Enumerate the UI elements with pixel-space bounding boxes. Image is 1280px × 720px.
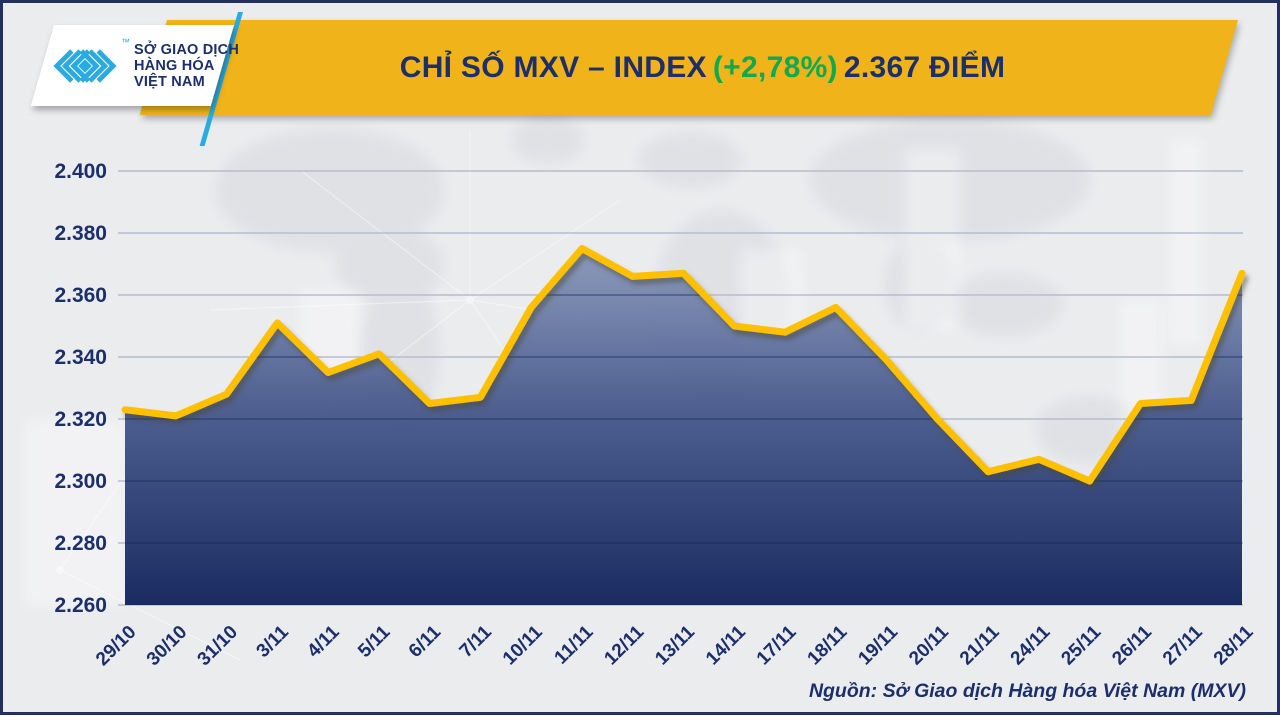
x-axis-label: 17/11 bbox=[753, 621, 801, 669]
logo-org-line: VIỆT NAM bbox=[134, 73, 205, 90]
logo-org-name: SỞ GIAO DỊCH HÀNG HÓA VIỆT NAM bbox=[134, 42, 239, 90]
x-axis-label: 26/11 bbox=[1108, 621, 1156, 669]
x-axis-label: 31/10 bbox=[194, 622, 242, 670]
y-axis-label: 2.400 bbox=[54, 160, 107, 183]
x-axis-label: 30/10 bbox=[143, 622, 191, 670]
x-axis-label: 6/11 bbox=[405, 621, 446, 662]
y-axis-label: 2.320 bbox=[54, 408, 107, 431]
y-axis-label: 2.260 bbox=[54, 594, 107, 617]
logo-org-line: SỞ GIAO DỊCH bbox=[134, 41, 239, 58]
index-area-fill bbox=[125, 248, 1242, 605]
x-axis-label: 7/11 bbox=[456, 621, 497, 662]
title-change-percent: (+2,78%) bbox=[712, 50, 838, 84]
source-credit: Nguồn: Sở Giao dịch Hàng hóa Việt Nam (M… bbox=[808, 680, 1246, 702]
index-line bbox=[121, 245, 1246, 485]
trademark-symbol: ™ bbox=[121, 37, 130, 47]
title-banner-inner: CHỈ SỐ MXV – INDEX (+2,78%) 2.367 ĐIỂM bbox=[167, 20, 1238, 115]
logo-org-line: HÀNG HÓA bbox=[134, 57, 215, 74]
y-axis-label: 2.300 bbox=[54, 470, 107, 493]
y-axis-label: 2.280 bbox=[54, 532, 107, 555]
x-axis-label: 19/11 bbox=[854, 621, 902, 669]
x-axis-label: 14/11 bbox=[702, 621, 750, 669]
x-axis-label: 4/11 bbox=[303, 621, 344, 662]
y-axis-labels: 2.400 2.380 2.360 2.340 2.320 2.300 2.280 2.260 bbox=[54, 160, 107, 617]
x-axis-label: 18/11 bbox=[804, 621, 852, 669]
x-axis-label: 5/11 bbox=[354, 621, 395, 662]
mxv-logo-plate: ™ SỞ GIAO DỊCH HÀNG HÓA VIỆT NAM bbox=[30, 25, 239, 106]
chart-title: CHỈ SỐ MXV – INDEX (+2,78%) 2.367 ĐIỂM bbox=[400, 51, 1006, 85]
mxv-chevron-logo-icon bbox=[53, 48, 117, 83]
x-axis-label: 27/11 bbox=[1159, 621, 1207, 669]
x-axis-label: 11/11 bbox=[551, 621, 598, 668]
x-axis-label: 13/11 bbox=[651, 621, 699, 669]
y-axis-label: 2.340 bbox=[54, 346, 107, 369]
mxv-logo: ™ SỞ GIAO DỊCH HÀNG HÓA VIỆT NAM bbox=[53, 25, 239, 106]
x-axis-label: 21/11 bbox=[956, 621, 1004, 669]
x-axis-label: 20/11 bbox=[905, 621, 953, 669]
title-text: CHỈ SỐ MXV – INDEX bbox=[399, 50, 707, 84]
x-axis-labels: 29/10 30/10 31/10 3/11 4/11 5/11 6/11 7/11 10/11… bbox=[92, 621, 1258, 670]
x-axis-label: 29/10 bbox=[92, 622, 140, 670]
x-axis-label: 24/11 bbox=[1007, 621, 1055, 669]
x-axis-label: 12/11 bbox=[601, 621, 649, 669]
title-banner: CHỈ SỐ MXV – INDEX (+2,78%) 2.367 ĐIỂM bbox=[139, 20, 1239, 115]
x-axis-label: 10/11 bbox=[499, 621, 547, 669]
x-axis-label: 25/11 bbox=[1058, 621, 1106, 669]
x-axis-label: 3/11 bbox=[253, 621, 294, 662]
x-axis-label: 28/11 bbox=[1210, 621, 1258, 669]
title-points-value: 2.367 ĐIỂM bbox=[843, 50, 1006, 84]
y-axis-label: 2.360 bbox=[54, 284, 107, 307]
y-axis-label: 2.380 bbox=[54, 222, 107, 245]
